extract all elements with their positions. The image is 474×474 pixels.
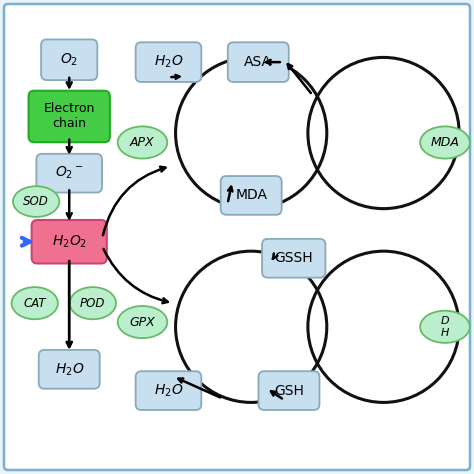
Text: APX: APX: [130, 136, 155, 149]
FancyBboxPatch shape: [4, 4, 470, 470]
Text: $H_2O$: $H_2O$: [55, 361, 84, 377]
FancyBboxPatch shape: [228, 42, 289, 82]
FancyBboxPatch shape: [28, 91, 110, 142]
Text: GPX: GPX: [129, 316, 155, 328]
FancyBboxPatch shape: [221, 176, 282, 215]
Text: $H_2O_2$: $H_2O_2$: [52, 234, 87, 250]
Ellipse shape: [118, 306, 167, 338]
FancyBboxPatch shape: [41, 39, 97, 80]
FancyBboxPatch shape: [39, 350, 100, 389]
Ellipse shape: [13, 186, 59, 217]
FancyBboxPatch shape: [136, 371, 201, 410]
Text: CAT: CAT: [24, 297, 46, 310]
Ellipse shape: [70, 287, 116, 319]
FancyBboxPatch shape: [258, 371, 319, 410]
FancyBboxPatch shape: [262, 239, 325, 278]
Text: Electron
chain: Electron chain: [44, 102, 95, 130]
Ellipse shape: [420, 311, 470, 343]
Text: D
H: D H: [441, 316, 449, 337]
Ellipse shape: [118, 127, 167, 158]
Text: MDA: MDA: [430, 136, 459, 149]
Text: GSSH: GSSH: [274, 251, 313, 265]
Text: ASA: ASA: [244, 55, 272, 69]
FancyBboxPatch shape: [36, 154, 102, 192]
Ellipse shape: [11, 287, 58, 319]
Text: GSH: GSH: [274, 383, 304, 398]
Text: POD: POD: [80, 297, 106, 310]
Text: $O_2$$^-$: $O_2$$^-$: [55, 165, 83, 182]
Ellipse shape: [420, 127, 470, 158]
FancyBboxPatch shape: [136, 42, 201, 82]
Text: $O_2$: $O_2$: [60, 52, 78, 68]
FancyBboxPatch shape: [32, 220, 107, 264]
Text: SOD: SOD: [23, 195, 49, 208]
Text: $H_2O$: $H_2O$: [154, 54, 183, 70]
Text: MDA: MDA: [235, 188, 267, 202]
Text: $H_2O$: $H_2O$: [154, 383, 183, 399]
